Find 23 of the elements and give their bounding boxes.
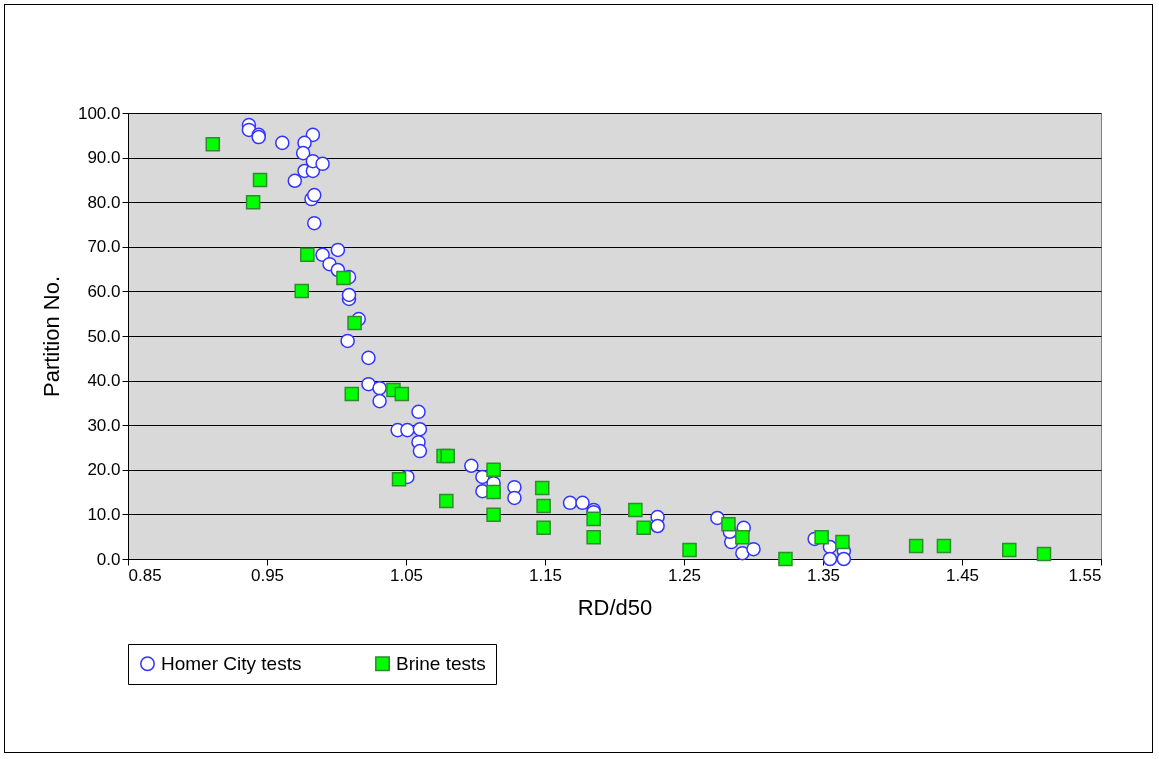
y-tick-label: 10.0 bbox=[87, 504, 121, 524]
y-axis-title: Partition No. bbox=[38, 275, 64, 398]
y-tick-label: 0.0 bbox=[96, 549, 121, 569]
y-tick-label: 80.0 bbox=[87, 192, 121, 212]
legend-label: Brine tests bbox=[396, 652, 486, 674]
y-tick-label: 60.0 bbox=[87, 281, 121, 301]
y-tick-label: 30.0 bbox=[87, 415, 121, 435]
y-tick-label: 70.0 bbox=[87, 237, 121, 257]
legend-label: Homer City tests bbox=[161, 652, 302, 674]
x-tick-label: 1.25 bbox=[667, 565, 702, 585]
x-tick-label: 1.15 bbox=[528, 565, 563, 585]
y-tick-label: 100.0 bbox=[77, 103, 121, 123]
x-tick-label: 0.85 bbox=[128, 565, 162, 585]
x-tick-label: 1.55 bbox=[1068, 565, 1102, 585]
y-tick-label: 40.0 bbox=[87, 371, 121, 391]
x-tick-label: 1.45 bbox=[945, 565, 980, 585]
x-tick-label: 1.35 bbox=[806, 565, 841, 585]
x-tick-label: 0.95 bbox=[250, 565, 285, 585]
y-tick-label: 20.0 bbox=[87, 460, 121, 480]
x-tick-label: 1.05 bbox=[389, 565, 424, 585]
x-axis-title: RD/d50 bbox=[577, 594, 653, 620]
y-tick-label: 50.0 bbox=[87, 326, 121, 346]
y-tick-label: 90.0 bbox=[87, 148, 121, 168]
